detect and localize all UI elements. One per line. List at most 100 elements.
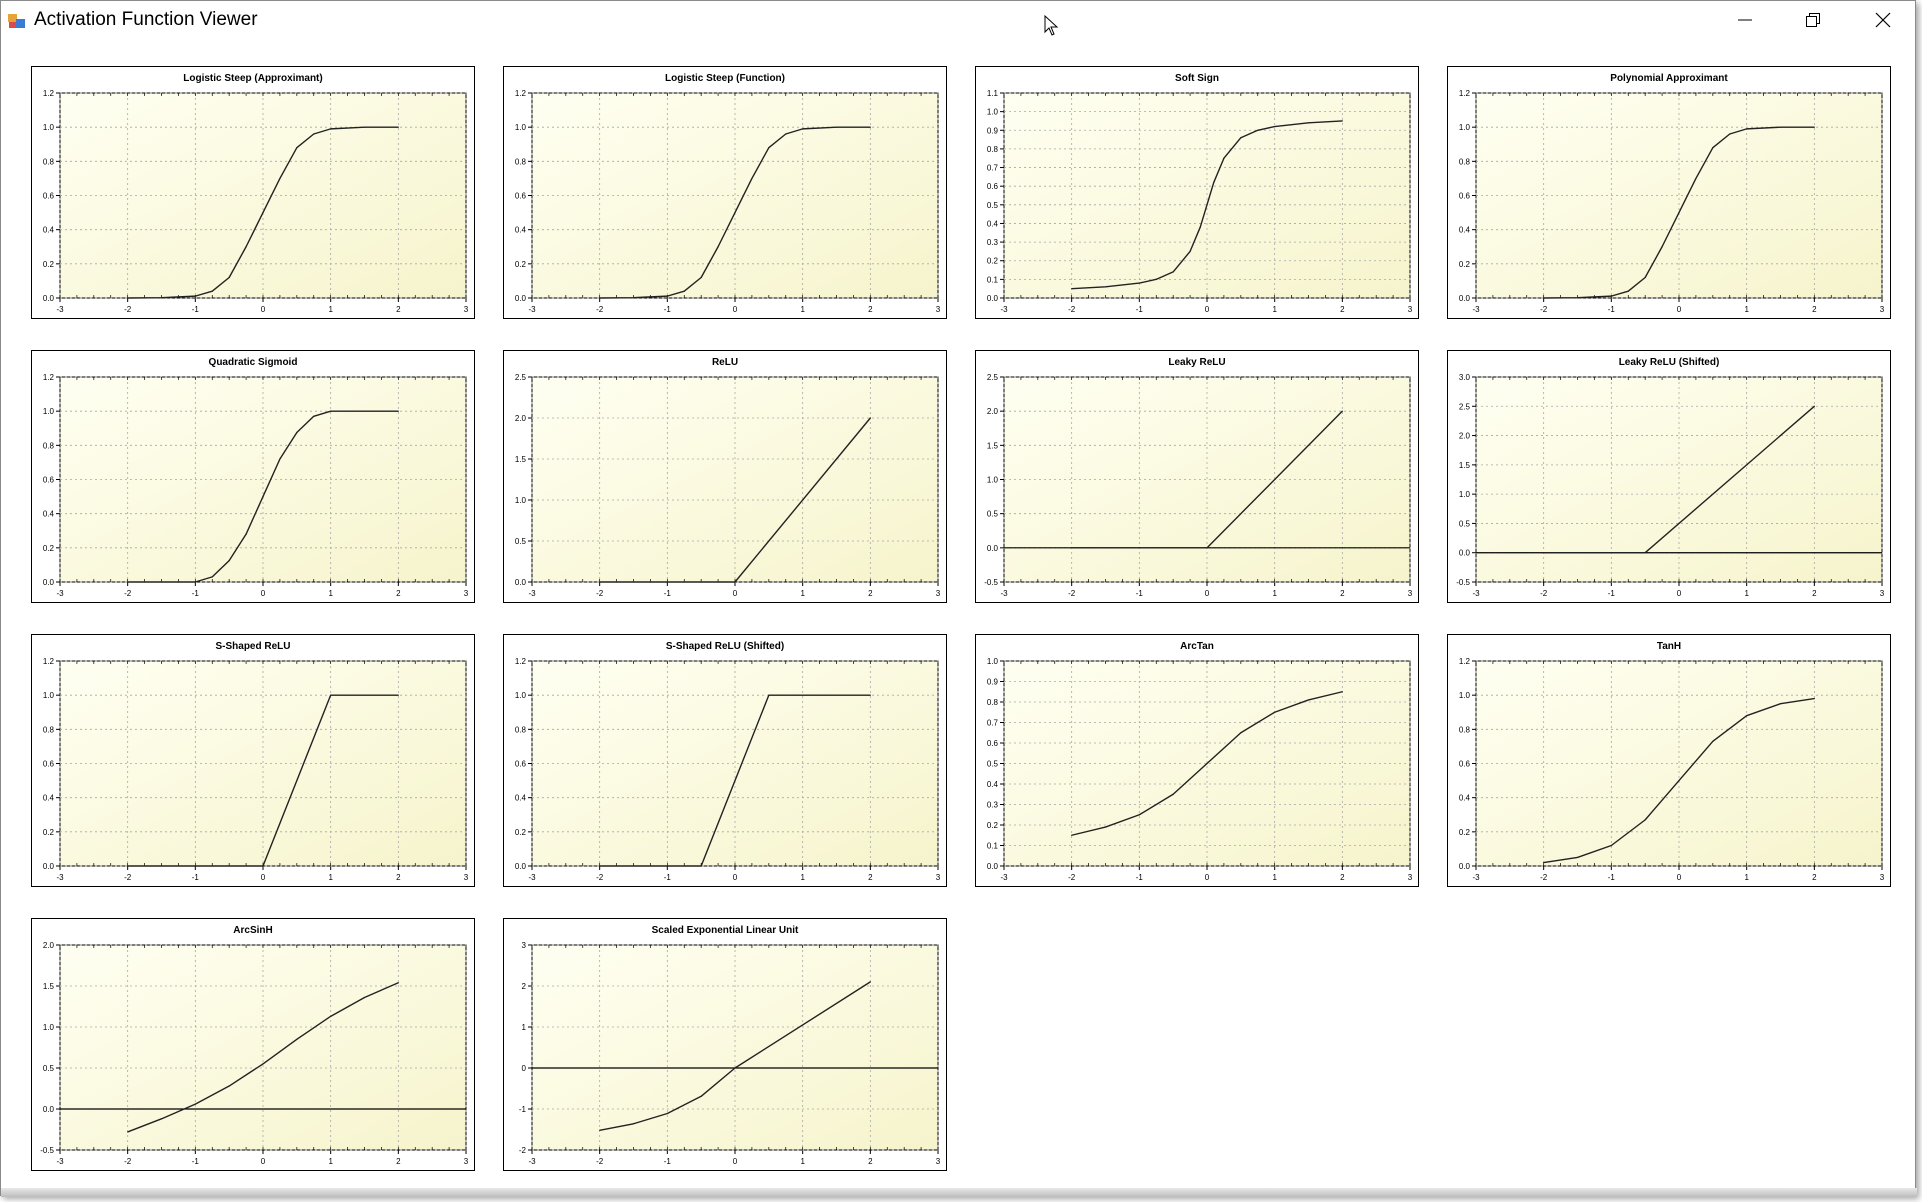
y-tick-label: 1.2 <box>1459 657 1471 666</box>
data-point <box>1678 779 1680 782</box>
y-tick-label: 0.3 <box>987 238 999 247</box>
chart-panel: Leaky ReLU (Shifted) -3 -2 -1 0 1 2 3 -0.5 0.0 0.5… <box>1447 350 1891 603</box>
y-tick-label: 1.0 <box>987 108 999 117</box>
data-point <box>1543 297 1545 299</box>
x-tick-label: -1 <box>1136 305 1144 314</box>
close-icon <box>1875 12 1891 28</box>
x-tick-label: -1 <box>192 305 200 314</box>
y-tick-label: 0.4 <box>43 510 55 519</box>
x-tick-label: -1 <box>1608 589 1616 598</box>
y-tick-label: 0.6 <box>987 739 999 748</box>
x-tick-label: 0 <box>1205 873 1210 882</box>
data-point <box>768 694 770 696</box>
y-tick-label: 0.6 <box>987 182 999 191</box>
x-tick-label: 0 <box>261 873 266 882</box>
x-tick-label: 3 <box>464 589 469 598</box>
y-tick-label: 0.4 <box>43 794 55 803</box>
chart-panel: TanH -3 -2 -1 0 1 2 3 0.0 0.2 0.4 0.6 0.8 1.0 1.2 <box>1447 634 1891 887</box>
y-tick-label: 0.0 <box>515 862 527 871</box>
y-tick-label: 0.6 <box>43 476 55 485</box>
x-tick-label: -3 <box>1000 873 1008 882</box>
x-tick-label: 2 <box>868 589 873 598</box>
title-bar[interactable]: Activation Function Viewer <box>1 1 1915 39</box>
y-tick-label: 0.6 <box>43 192 55 201</box>
data-point <box>262 211 264 214</box>
data-point <box>1199 226 1201 228</box>
x-tick-label: 3 <box>1408 873 1413 882</box>
data-point <box>313 133 315 135</box>
x-tick-label: -1 <box>1136 589 1144 598</box>
data-point <box>751 177 753 180</box>
x-tick-label: 3 <box>936 589 941 598</box>
close-button[interactable] <box>1849 1 1917 39</box>
y-tick-label: 0.9 <box>987 678 999 687</box>
x-tick-label: 0 <box>1677 873 1682 882</box>
y-tick-label: 0.2 <box>515 260 527 269</box>
x-tick-label: 1 <box>1744 873 1749 882</box>
chart-title: Soft Sign <box>1175 73 1219 84</box>
restore-button[interactable] <box>1779 1 1847 39</box>
chart-svg: Leaky ReLU -3 -2 -1 0 1 2 3 -0.5 0.0 0.5 1.0 1.5 2.0 2… <box>984 357 1413 598</box>
x-tick-label: 3 <box>1408 305 1413 314</box>
data-point <box>869 417 871 419</box>
chart-title: Quadratic Sigmoid <box>209 357 298 368</box>
x-tick-label: 2 <box>1340 873 1345 882</box>
x-tick-label: -3 <box>56 873 64 882</box>
chart-svg: Soft Sign -3 -2 -1 0 1 2 3 0.0 0.1 0.2 0.3 0.4 0.5 0.6… <box>987 73 1413 314</box>
y-tick-label: 1.5 <box>1459 461 1471 470</box>
y-tick-label: 0.5 <box>987 201 999 210</box>
chart-panel: ReLU -3 -2 -1 0 1 2 3 0.0 0.5 1.0 1.5 2.0 2.5 <box>503 350 947 603</box>
y-tick-label: 1.0 <box>987 657 999 666</box>
x-tick-label: 3 <box>936 305 941 314</box>
x-tick-label: -3 <box>528 873 536 882</box>
y-tick-label: 1.2 <box>43 89 55 98</box>
y-tick-label: 2.0 <box>1459 432 1471 441</box>
x-tick-label: 1 <box>1744 305 1749 314</box>
data-point <box>734 1067 736 1069</box>
y-tick-label: 0.8 <box>987 698 999 707</box>
data-point <box>599 865 601 867</box>
y-tick-label: 1.5 <box>515 455 527 464</box>
data-point <box>1576 856 1579 859</box>
y-tick-label: 0.6 <box>1459 192 1471 201</box>
data-point <box>700 1095 702 1097</box>
x-tick-label: -1 <box>192 1157 200 1166</box>
minimize-button[interactable] <box>1711 1 1779 39</box>
x-tick-label: 0 <box>733 305 738 314</box>
y-tick-label: 0.2 <box>43 828 55 837</box>
x-tick-label: 2 <box>396 873 401 882</box>
x-tick-label: -1 <box>1608 305 1616 314</box>
data-point <box>194 581 196 583</box>
window-bottom-edge <box>1 1188 1917 1197</box>
y-tick-label: 1.2 <box>43 657 55 666</box>
data-point <box>1813 405 1815 407</box>
y-tick-label: -1 <box>519 1105 527 1114</box>
x-tick-label: 0 <box>733 1157 738 1166</box>
x-tick-label: -3 <box>1000 305 1008 314</box>
data-point <box>1712 147 1714 149</box>
x-tick-label: -3 <box>1472 589 1480 598</box>
data-point <box>1274 125 1276 128</box>
data-point <box>802 128 804 130</box>
chart-panel: Scaled Exponential Linear Unit -3 -2 -1 0 1 2 3… <box>503 918 947 1171</box>
minimize-icon <box>1738 19 1752 21</box>
data-point <box>1779 703 1782 705</box>
y-tick-label: 2.5 <box>1459 402 1471 411</box>
x-tick-label: 1 <box>328 873 333 882</box>
data-point <box>330 410 332 412</box>
y-tick-label: 0.0 <box>43 578 55 587</box>
chart-panel: S-Shaped ReLU -3 -2 -1 0 1 2 3 0.0 0.2 0.4 0.6 0.8 1.… <box>31 634 475 887</box>
data-point <box>1695 177 1697 180</box>
data-point <box>599 297 601 299</box>
x-tick-label: 1 <box>328 589 333 598</box>
x-tick-label: 0 <box>733 589 738 598</box>
data-point <box>262 495 264 498</box>
y-tick-label: 0.0 <box>43 1105 55 1114</box>
data-point <box>397 694 399 696</box>
data-point <box>1712 740 1714 742</box>
y-tick-label: -0.5 <box>40 1146 54 1155</box>
data-point <box>1172 271 1174 273</box>
data-point <box>211 290 213 292</box>
y-tick-label: 0.8 <box>1459 725 1471 734</box>
chart-title: ReLU <box>712 357 738 368</box>
